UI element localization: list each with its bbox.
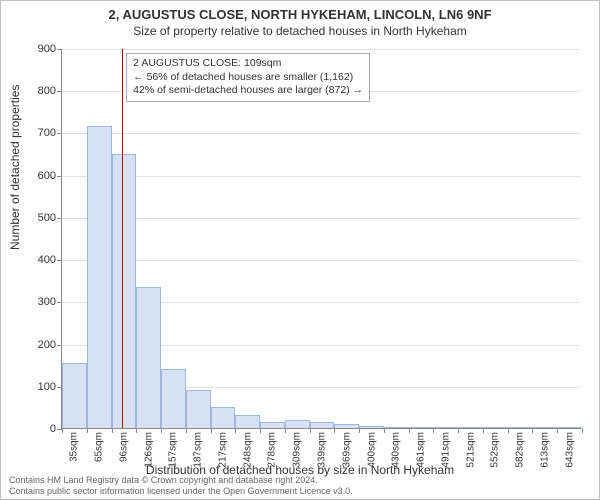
y-tick-mark xyxy=(57,176,62,177)
footnote-line: Contains HM Land Registry data © Crown c… xyxy=(9,475,353,486)
histogram-bar xyxy=(532,427,557,428)
y-tick-label: 0 xyxy=(26,423,56,435)
y-tick-mark xyxy=(57,133,62,134)
histogram-bar xyxy=(384,427,409,428)
histogram-bar xyxy=(557,427,582,428)
y-tick-mark xyxy=(57,260,62,261)
page-title: 2, AUGUSTUS CLOSE, NORTH HYKEHAM, LINCOL… xyxy=(1,7,599,22)
x-tick-mark xyxy=(112,428,113,433)
footnote-line: Contains public sector information licen… xyxy=(9,486,353,497)
y-tick-label: 600 xyxy=(26,170,56,182)
x-tick-mark xyxy=(458,428,459,433)
y-tick-label: 700 xyxy=(26,127,56,139)
histogram-bar xyxy=(235,415,260,428)
x-tick-mark xyxy=(235,428,236,433)
x-tick-mark xyxy=(532,428,533,433)
y-axis-label: Number of detached properties xyxy=(8,85,22,250)
y-tick-mark xyxy=(57,345,62,346)
histogram-bar xyxy=(161,369,186,428)
x-tick-mark xyxy=(508,428,509,433)
x-tick-mark xyxy=(310,428,311,433)
histogram-bar xyxy=(87,126,112,428)
chart-area: 010020030040050060070080090035sqm65sqm96… xyxy=(61,49,581,429)
x-tick-mark xyxy=(62,428,63,433)
x-tick-mark xyxy=(87,428,88,433)
x-tick-mark xyxy=(260,428,261,433)
y-tick-label: 400 xyxy=(26,254,56,266)
y-tick-mark xyxy=(57,302,62,303)
grid-line xyxy=(62,218,581,219)
histogram-bar xyxy=(433,427,458,428)
y-tick-mark xyxy=(57,218,62,219)
histogram-bar xyxy=(211,407,236,428)
histogram-bar xyxy=(334,424,359,428)
histogram-bar xyxy=(409,427,434,428)
x-tick-mark xyxy=(334,428,335,433)
x-tick-mark xyxy=(582,428,583,433)
x-tick-mark xyxy=(285,428,286,433)
annotation-box: 2 AUGUSTUS CLOSE: 109sqm← 56% of detache… xyxy=(126,53,370,102)
y-tick-label: 500 xyxy=(26,212,56,224)
histogram-bar xyxy=(62,363,87,428)
histogram-bar xyxy=(112,154,137,428)
y-tick-label: 800 xyxy=(26,85,56,97)
histogram-bar xyxy=(483,427,508,428)
histogram-bar xyxy=(508,427,533,428)
histogram-bar xyxy=(285,420,310,428)
page-subtitle: Size of property relative to detached ho… xyxy=(1,24,599,38)
x-tick-mark xyxy=(161,428,162,433)
x-tick-label: 65sqm xyxy=(94,432,105,462)
histogram-bar xyxy=(458,427,483,428)
x-tick-mark xyxy=(136,428,137,433)
x-tick-mark xyxy=(409,428,410,433)
grid-line xyxy=(62,49,581,50)
y-tick-label: 100 xyxy=(26,381,56,393)
x-tick-mark xyxy=(211,428,212,433)
histogram-bar xyxy=(359,426,384,428)
annotation-line: ← 56% of detached houses are smaller (1,… xyxy=(133,71,363,85)
y-tick-label: 300 xyxy=(26,296,56,308)
y-tick-label: 900 xyxy=(26,43,56,55)
grid-line xyxy=(62,176,581,177)
histogram-bar xyxy=(260,422,285,428)
plot-area: 010020030040050060070080090035sqm65sqm96… xyxy=(61,49,581,429)
y-tick-mark xyxy=(57,91,62,92)
x-tick-mark xyxy=(186,428,187,433)
y-tick-mark xyxy=(57,49,62,50)
x-tick-label: 35sqm xyxy=(69,432,80,462)
annotation-line: 2 AUGUSTUS CLOSE: 109sqm xyxy=(133,57,363,71)
x-tick-mark xyxy=(557,428,558,433)
grid-line xyxy=(62,133,581,134)
reference-line xyxy=(122,49,123,428)
x-tick-mark xyxy=(433,428,434,433)
x-tick-mark xyxy=(384,428,385,433)
footnote: Contains HM Land Registry data © Crown c… xyxy=(9,475,353,497)
x-tick-label: 96sqm xyxy=(118,432,129,462)
annotation-line: 42% of semi-detached houses are larger (… xyxy=(133,84,363,98)
histogram-bar xyxy=(310,422,335,428)
grid-line xyxy=(62,260,581,261)
x-tick-mark xyxy=(483,428,484,433)
histogram-bar xyxy=(186,390,211,428)
histogram-bar xyxy=(136,287,161,428)
x-tick-mark xyxy=(359,428,360,433)
y-tick-label: 200 xyxy=(26,339,56,351)
